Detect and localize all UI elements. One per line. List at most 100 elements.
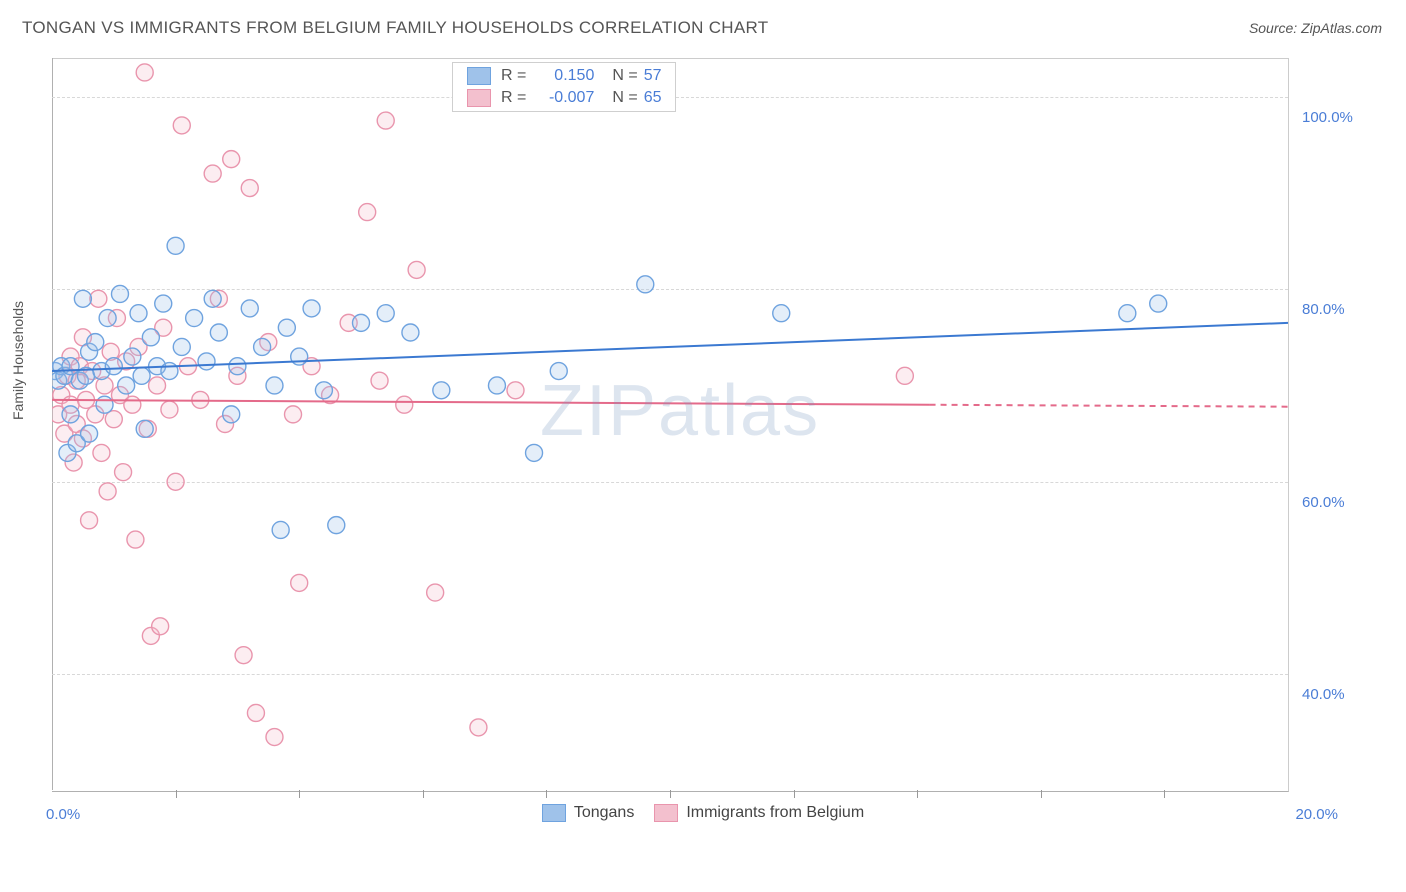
scatter-point: [526, 444, 543, 461]
legend-bottom-label: Immigrants from Belgium: [686, 804, 864, 822]
legend-top-row: R = -0.007 N = 65: [453, 87, 675, 109]
scatter-point: [204, 290, 221, 307]
scatter-point: [96, 396, 113, 413]
y-tick-label: 100.0%: [1302, 109, 1353, 126]
y-tick-label: 60.0%: [1302, 494, 1345, 511]
scatter-point: [254, 338, 271, 355]
legend-bottom-label: Tongans: [574, 804, 635, 822]
scatter-point: [550, 363, 567, 380]
scatter-point: [149, 377, 166, 394]
legend-r-value: 0.150: [532, 67, 594, 85]
scatter-point: [152, 618, 169, 635]
legend-bottom-item: Tongans: [542, 804, 635, 822]
x-tick: [546, 790, 547, 798]
scatter-point: [115, 464, 132, 481]
scatter-point: [371, 372, 388, 389]
scatter-point: [433, 382, 450, 399]
scatter-point: [198, 353, 215, 370]
legend-n-label: N =: [612, 89, 637, 107]
scatter-point: [896, 367, 913, 384]
scatter-point: [353, 314, 370, 331]
scatter-point: [99, 310, 116, 327]
scatter-point: [272, 521, 289, 538]
scatter-point: [167, 237, 184, 254]
scatter-point: [470, 719, 487, 736]
legend-swatch: [654, 804, 678, 822]
scatter-point: [161, 363, 178, 380]
scatter-point: [204, 165, 221, 182]
y-tick-label: 40.0%: [1302, 686, 1345, 703]
scatter-point: [773, 305, 790, 322]
scatter-point: [223, 406, 240, 423]
scatter-point: [1119, 305, 1136, 322]
scatter-point: [173, 338, 190, 355]
scatter-point: [136, 420, 153, 437]
x-tick: [299, 790, 300, 798]
scatter-point: [377, 305, 394, 322]
x-tick: [917, 790, 918, 798]
legend-bottom: Tongans Immigrants from Belgium: [0, 804, 1406, 827]
legend-r-value: -0.007: [532, 89, 594, 107]
scatter-point: [62, 406, 79, 423]
scatter-point: [124, 348, 141, 365]
scatter-point: [127, 531, 144, 548]
scatter-point: [124, 396, 141, 413]
legend-n-label: N =: [612, 67, 637, 85]
scatter-point: [241, 180, 258, 197]
legend-bottom-item: Immigrants from Belgium: [654, 804, 864, 822]
scatter-point: [93, 444, 110, 461]
y-tick-label: 80.0%: [1302, 301, 1345, 318]
scatter-point: [291, 574, 308, 591]
trend-line: [52, 323, 1288, 371]
scatter-point: [377, 112, 394, 129]
y-axis-title: Family Households: [10, 301, 26, 420]
scatter-point: [90, 290, 107, 307]
scatter-point: [328, 517, 345, 534]
scatter-point: [359, 204, 376, 221]
scatter-point: [133, 367, 150, 384]
scatter-point: [235, 647, 252, 664]
scatter-point: [210, 324, 227, 341]
scatter-point: [1150, 295, 1167, 312]
scatter-point: [136, 64, 153, 81]
scatter-point: [111, 285, 128, 302]
scatter-point: [402, 324, 419, 341]
legend-r-label: R =: [501, 67, 526, 85]
scatter-point: [285, 406, 302, 423]
scatter-point: [99, 483, 116, 500]
scatter-point: [105, 358, 122, 375]
scatter-point: [396, 396, 413, 413]
scatter-point: [155, 295, 172, 312]
scatter-point: [223, 151, 240, 168]
scatter-point: [315, 382, 332, 399]
scatter-point: [266, 377, 283, 394]
scatter-point: [278, 319, 295, 336]
scatter-point: [427, 584, 444, 601]
legend-swatch: [467, 89, 491, 107]
scatter-point: [637, 276, 654, 293]
scatter-point: [303, 300, 320, 317]
scatter-point: [241, 300, 258, 317]
scatter-point: [81, 512, 98, 529]
legend-r-label: R =: [501, 89, 526, 107]
legend-n-value: 65: [644, 89, 662, 107]
scatter-point: [247, 704, 264, 721]
legend-top-row: R =0.150N =57: [453, 65, 675, 87]
x-tick: [176, 790, 177, 798]
source-label: Source: ZipAtlas.com: [1249, 20, 1382, 36]
scatter-point: [81, 425, 98, 442]
scatter-point: [87, 334, 104, 351]
scatter-point: [161, 401, 178, 418]
legend-swatch: [467, 67, 491, 85]
trend-line-dashed: [930, 405, 1288, 407]
scatter-point: [173, 117, 190, 134]
x-tick: [423, 790, 424, 798]
trend-line: [52, 400, 930, 405]
scatter-point: [74, 290, 91, 307]
scatter-plot-svg: [52, 58, 1288, 790]
scatter-point: [266, 729, 283, 746]
scatter-point: [408, 261, 425, 278]
chart-title: TONGAN VS IMMIGRANTS FROM BELGIUM FAMILY…: [22, 18, 768, 38]
x-tick: [1164, 790, 1165, 798]
scatter-point: [167, 473, 184, 490]
